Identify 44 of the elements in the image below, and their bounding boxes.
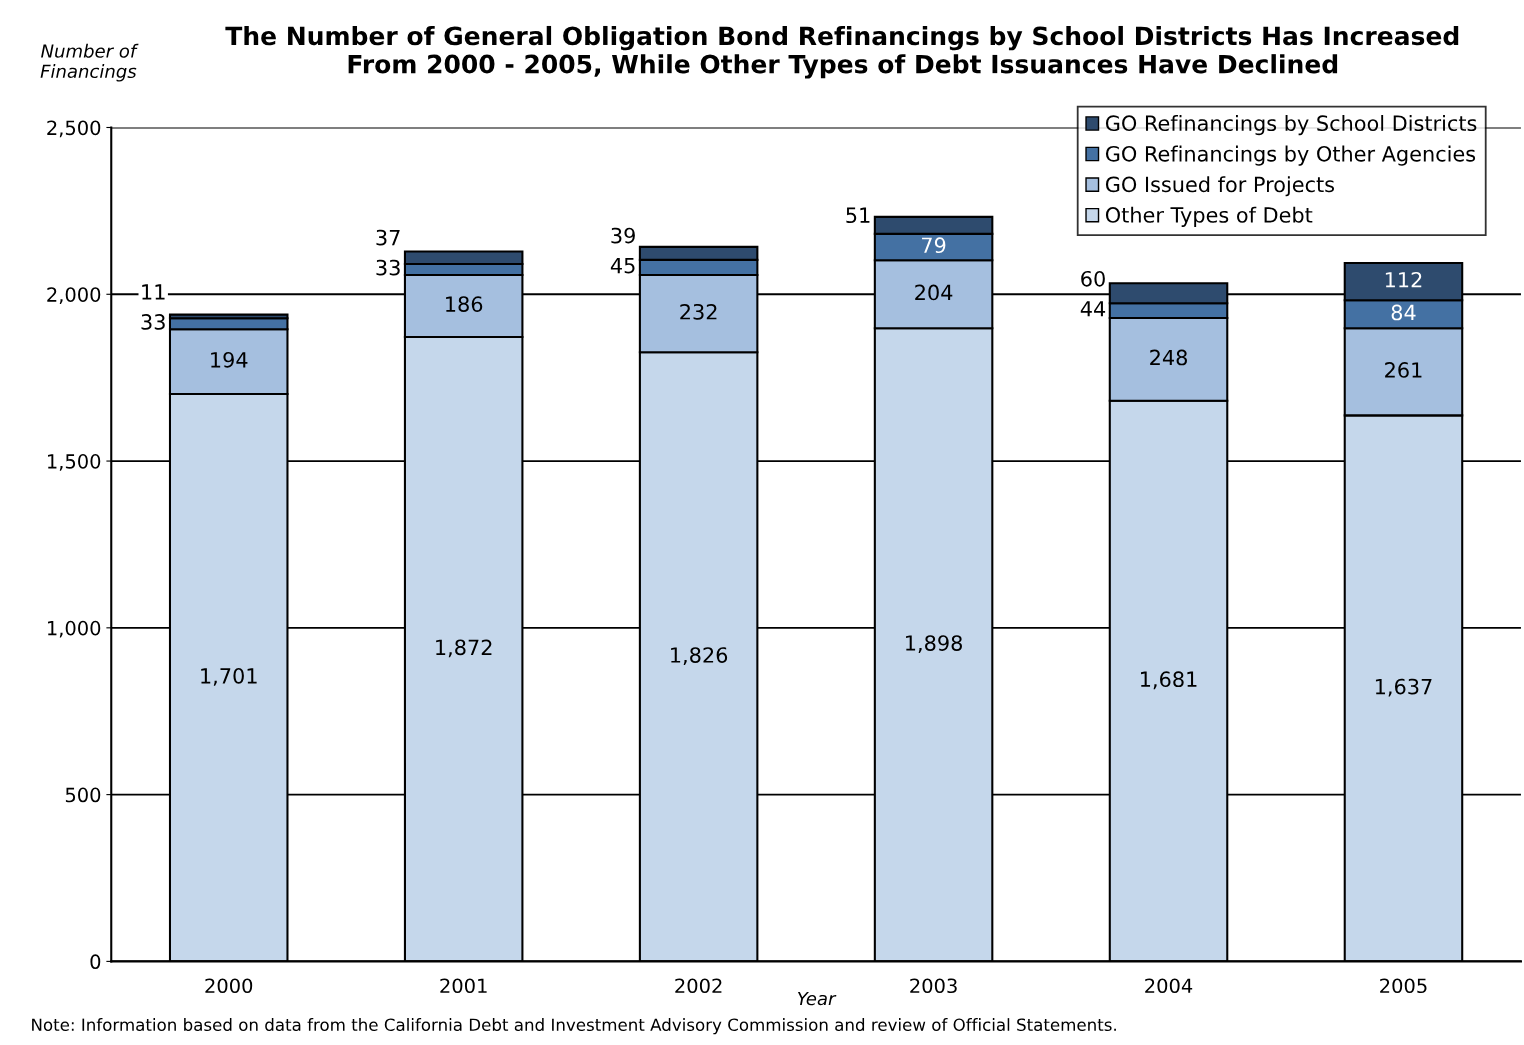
data-label: 1,637 [1375,678,1432,697]
data-label: 51 [846,207,870,224]
data-label: 112 [1385,271,1422,288]
data-label: 11 [142,284,165,300]
data-label: 79 [922,237,946,254]
data-label: 1,872 [436,639,492,658]
legend-label: Other Types of Debt [1105,206,1313,227]
data-label: 186 [446,296,483,312]
data-label: 248 [1150,349,1187,366]
data-label: 1,701 [201,667,257,686]
data-label: 33 [141,314,165,330]
chart-title: The Number of General Obligation Bond Refinancings by School Districts Has Increased From 2000 - 2005, While Other Types of Debt Issuances Have Declined [225,25,1459,79]
data-label: 1,681 [1140,671,1197,690]
y-tick-label: 2,000 [47,287,101,304]
data-label: 84 [1391,304,1416,321]
y-tick-label: 0 [90,954,101,970]
y-tick-label: 1,500 [48,454,101,471]
legend-label: GO Refinancings by Other Agencies [1105,145,1476,166]
x-tick-label: 2000 [205,978,253,994]
data-label: 232 [680,303,717,320]
legend-label: GO Refinancings by School Districts [1105,114,1477,136]
y-tick-label: 500 [65,787,101,803]
y-tick-label: 1,000 [48,620,101,638]
data-label: 194 [211,351,248,368]
x-tick-label: 2001 [440,978,487,994]
x-tick-label: 2002 [675,978,722,994]
data-label: 39 [611,227,635,244]
x-tick-label: 2005 [1380,978,1427,994]
x-axis-title: Year [797,991,837,1006]
data-label: 45 [610,257,635,274]
y-axis-title: Number of Financings [40,43,139,82]
data-label: 44 [1080,301,1106,317]
data-label: 60 [1081,270,1105,287]
data-label: 204 [915,284,953,301]
legend-label: GO Issued for Projects [1105,176,1335,197]
y-tick-label: 2,500 [47,120,101,138]
data-label: 33 [376,259,400,276]
data-label: 1,826 [671,647,728,666]
x-tick-label: 2003 [910,978,957,994]
data-label: 1,898 [906,635,962,654]
text: Note: Information based on data from the California Debt and Investment Advisory Commission and review of Official Statements. [32,1018,1116,1035]
data-label: 261 [1385,362,1422,378]
x-tick-label: 2004 [1145,978,1193,994]
data-label: 37 [376,229,400,246]
